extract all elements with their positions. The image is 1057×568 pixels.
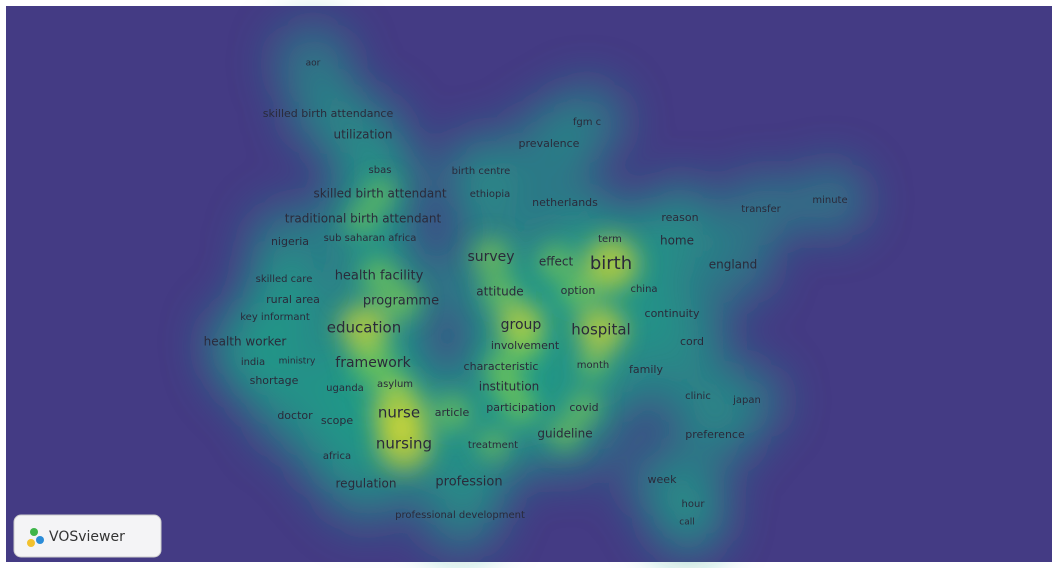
term-label: month (577, 360, 609, 371)
term-label: scope (321, 414, 353, 427)
density-blob (420, 475, 500, 555)
term-label: traditional birth attendant (285, 212, 442, 226)
density-core-blob (584, 237, 638, 291)
density-core-blob (568, 392, 600, 424)
term-label: group (501, 317, 542, 333)
term-label: africa (323, 451, 351, 462)
term-label: attitude (476, 285, 523, 299)
badge-logo (27, 528, 44, 547)
term-label: professional development (395, 510, 525, 521)
density-core-blob (351, 341, 395, 385)
term-label: utilization (334, 128, 393, 142)
term-label: fgm c (573, 117, 601, 128)
term-label: ethiopia (470, 189, 511, 200)
term-label: programme (363, 294, 439, 309)
density-core-blob (340, 304, 388, 352)
badge-text: VOSviewer (49, 529, 125, 545)
density-blob (676, 396, 754, 474)
term-label: treatment (468, 440, 518, 451)
density-core-blob (549, 418, 581, 450)
density-core-blob (578, 350, 608, 380)
term-label: shortage (250, 374, 299, 387)
term-label: regulation (336, 477, 397, 491)
density-core-blob (561, 274, 595, 308)
term-label: prevalence (519, 137, 580, 150)
term-label: home (660, 234, 694, 248)
density-core-blob (505, 392, 537, 424)
term-label: birth centre (452, 166, 511, 177)
term-label: involvement (491, 339, 560, 352)
term-label: nursing (376, 435, 432, 453)
density-core-blob (377, 417, 431, 471)
density-core-blob (478, 430, 508, 460)
term-label: skilled care (256, 274, 313, 285)
term-labels: aor skilled birth attendance utilization fg… (204, 59, 848, 528)
density-core-blob (472, 238, 510, 276)
term-label: education (327, 319, 401, 337)
term-label: family (629, 363, 663, 376)
term-label: health worker (204, 335, 287, 349)
density-core-blob (539, 245, 573, 279)
density-core-blob (435, 396, 469, 430)
badge-box (13, 514, 162, 558)
density-blob (649, 484, 725, 560)
term-label: aor (306, 59, 321, 69)
term-label: netherlands (532, 196, 598, 209)
term-label: article (435, 406, 470, 419)
term-label: transfer (741, 204, 781, 215)
term-label: guideline (537, 427, 592, 441)
term-label: doctor (277, 409, 313, 422)
term-label: cord (680, 335, 704, 348)
term-label: sbas (369, 165, 392, 176)
term-label: clinic (685, 391, 711, 402)
term-label: hour (682, 499, 706, 510)
term-label: reason (661, 211, 698, 224)
term-label: china (630, 284, 657, 295)
term-label: ministry (279, 357, 316, 367)
term-label: asylum (377, 379, 413, 390)
term-label: nurse (378, 404, 420, 422)
term-label: hospital (571, 321, 630, 339)
density-core-blob (508, 329, 542, 363)
term-label: survey (467, 249, 514, 265)
term-label: minute (812, 195, 847, 206)
term-label: covid (569, 401, 598, 414)
term-label: profession (435, 475, 502, 490)
term-label: england (709, 258, 758, 272)
density-blob (693, 225, 773, 305)
density-blob (792, 162, 868, 238)
term-label: skilled birth attendance (263, 107, 394, 120)
term-label: sub saharan africa (324, 233, 417, 244)
term-label: rural area (266, 293, 320, 306)
term-label: participation (486, 401, 556, 414)
term-label: option (561, 284, 596, 297)
term-label: preference (685, 428, 745, 441)
term-label: japan (732, 395, 761, 406)
density-core-blob (483, 275, 517, 309)
term-label: birth (590, 253, 632, 274)
term-label: skilled birth attendant (313, 187, 446, 201)
term-label: key informant (240, 312, 310, 323)
term-label: health facility (335, 269, 424, 284)
density-core-blob (577, 306, 625, 354)
density-core-blob (382, 282, 420, 320)
density-core-blob (365, 179, 395, 209)
term-label: continuity (645, 307, 700, 320)
density-core (340, 179, 638, 471)
term-label: framework (335, 355, 411, 371)
term-label: effect (539, 255, 574, 269)
term-label: call (679, 518, 694, 528)
term-label: india (241, 357, 265, 368)
term-label: nigeria (271, 235, 309, 248)
density-core-blob (348, 204, 378, 234)
density-core-blob (362, 259, 396, 293)
term-label: week (648, 473, 678, 486)
vosviewer-badge: VOSviewer (13, 514, 162, 558)
term-label: uganda (326, 383, 364, 394)
term-label: term (598, 234, 622, 245)
term-label: characteristic (464, 360, 539, 373)
term-label: institution (479, 380, 540, 394)
